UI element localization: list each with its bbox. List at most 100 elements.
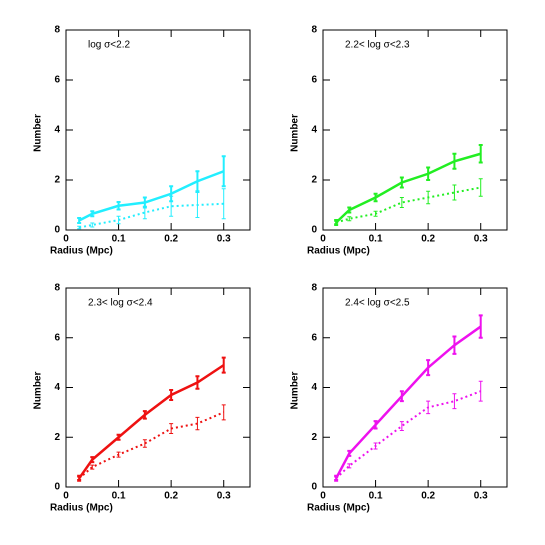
error-bar	[221, 188, 226, 220]
error-bar	[452, 152, 457, 170]
y-tick-label: 4	[54, 125, 60, 136]
error-bar	[77, 217, 82, 224]
error-bar	[195, 192, 200, 218]
x-tick-label: 0.1	[112, 491, 126, 502]
y-axis-label: Number	[290, 372, 301, 410]
error-bar	[169, 195, 174, 217]
error-bar	[116, 201, 121, 211]
series-line	[335, 390, 482, 480]
x-tick-label: 0	[63, 491, 69, 502]
y-tick-label: 0	[311, 225, 317, 236]
error-bar	[169, 388, 174, 401]
error-bar	[426, 359, 431, 377]
error-bar	[221, 404, 226, 421]
error-bar	[116, 215, 121, 225]
error-bar	[347, 216, 352, 222]
y-tick-label: 4	[311, 125, 317, 136]
annotation: log σ<2.2	[88, 40, 130, 51]
error-bar	[426, 400, 431, 415]
error-bar	[77, 225, 82, 230]
y-tick-label: 2	[311, 175, 317, 186]
y-tick-label: 8	[311, 283, 317, 294]
plot-frame	[322, 287, 508, 488]
annotation: 2.4< log σ<2.5	[345, 298, 410, 309]
y-tick-label: 6	[311, 332, 317, 343]
error-bar	[77, 476, 82, 481]
x-tick-label: 0.2	[421, 234, 435, 245]
y-tick-label: 8	[54, 25, 60, 36]
x-tick-label: 0.3	[217, 234, 231, 245]
x-tick-label: 0	[63, 234, 69, 245]
y-tick-label: 6	[54, 332, 60, 343]
error-bar	[373, 442, 378, 450]
x-axis-label: Radius (Mpc)	[50, 503, 113, 514]
error-bar	[195, 416, 200, 431]
error-bar	[90, 222, 95, 228]
error-bar	[116, 451, 121, 458]
x-tick-label: 0	[320, 234, 326, 245]
y-tick-label: 6	[54, 75, 60, 86]
series-line	[335, 325, 482, 479]
y-tick-label: 0	[54, 482, 60, 493]
y-tick-label: 6	[311, 75, 317, 86]
error-bar	[90, 210, 95, 218]
y-tick-label: 2	[54, 175, 60, 186]
annotation: 2.2< log σ<2.3	[345, 40, 410, 51]
x-tick-label: 0.1	[369, 234, 383, 245]
error-bar	[426, 190, 431, 205]
x-axis-label: Radius (Mpc)	[307, 503, 370, 514]
error-bar	[347, 449, 352, 457]
y-tick-label: 2	[311, 432, 317, 443]
error-bar	[452, 393, 457, 410]
error-bar	[347, 463, 352, 469]
x-tick-label: 0.2	[164, 234, 178, 245]
error-bar	[347, 206, 352, 214]
error-bar	[478, 314, 483, 339]
plot-frame	[65, 29, 251, 231]
x-tick-label: 0.2	[164, 491, 178, 502]
error-bar	[334, 476, 339, 481]
error-bar	[373, 420, 378, 430]
y-tick-label: 4	[311, 382, 317, 393]
error-bar	[399, 197, 404, 208]
y-axis-label: Number	[33, 114, 44, 152]
error-bar	[195, 170, 200, 193]
error-bar	[426, 166, 431, 181]
error-bar	[399, 176, 404, 189]
error-bar	[452, 184, 457, 201]
plot-frame	[322, 29, 508, 231]
error-bar	[373, 192, 378, 203]
series-line	[335, 152, 482, 224]
error-bar	[221, 356, 226, 374]
error-bar	[221, 155, 226, 188]
error-bar	[478, 144, 483, 164]
y-tick-label: 8	[54, 283, 60, 294]
error-bar	[452, 335, 457, 355]
error-bar	[478, 178, 483, 197]
x-tick-label: 0.3	[474, 234, 488, 245]
x-tick-label: 0.3	[474, 491, 488, 502]
y-axis-label: Number	[290, 114, 301, 152]
error-bar	[373, 210, 378, 217]
error-bar	[195, 375, 200, 390]
series-line	[78, 202, 224, 229]
error-bar	[90, 464, 95, 470]
x-tick-label: 0.1	[369, 491, 383, 502]
x-tick-label: 0.2	[421, 491, 435, 502]
x-tick-label: 0.1	[112, 234, 126, 245]
error-bar	[478, 380, 483, 402]
y-tick-label: 8	[311, 25, 317, 36]
y-tick-label: 4	[54, 382, 60, 393]
annotation: 2.3< log σ<2.4	[88, 298, 153, 309]
x-axis-label: Radius (Mpc)	[307, 246, 370, 257]
error-bar	[142, 205, 147, 220]
x-tick-label: 0.3	[217, 491, 231, 502]
y-tick-label: 0	[54, 225, 60, 236]
x-tick-label: 0	[320, 491, 326, 502]
error-bar	[142, 410, 147, 420]
error-bar	[399, 390, 404, 403]
error-bar	[334, 220, 339, 225]
y-tick-label: 0	[311, 482, 317, 493]
x-axis-label: Radius (Mpc)	[50, 246, 113, 257]
